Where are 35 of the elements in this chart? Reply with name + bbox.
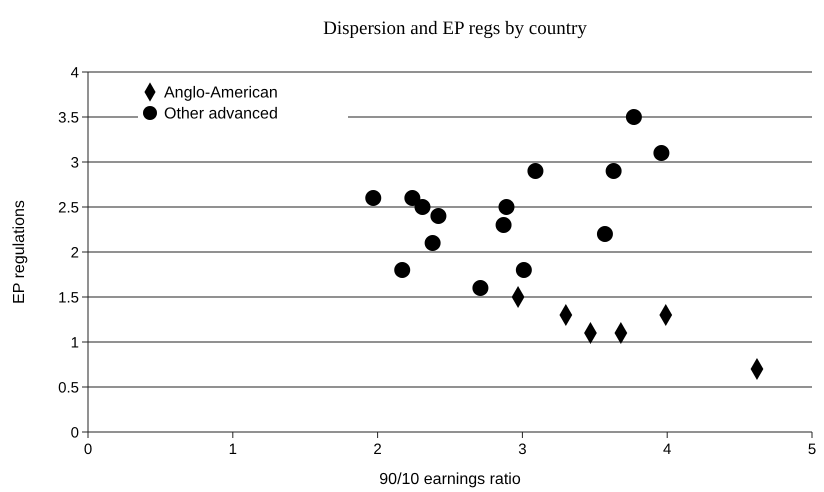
point (653, 145, 670, 161)
point (516, 262, 532, 278)
y-tick-label: 2.5 (58, 199, 79, 216)
legend-label: Anglo-American (164, 84, 278, 102)
point (626, 109, 642, 125)
x-tick-label: 1 (228, 441, 237, 458)
x-tick-label: 0 (84, 441, 92, 458)
point (527, 163, 544, 179)
point (394, 262, 410, 278)
x-tick-label: 5 (808, 441, 816, 458)
chart-title: Dispersion and EP regs by country (323, 18, 588, 39)
x-axis-title: 90/10 earnings ratio (379, 471, 521, 488)
y-tick-label: 3 (70, 154, 79, 172)
y-tick-label: 1 (70, 334, 79, 352)
y-tick-label: 0.5 (58, 379, 79, 396)
point (498, 199, 514, 215)
legend-label: Other advanced (164, 106, 278, 123)
point (430, 208, 446, 224)
y-tick-label: 3.5 (58, 109, 79, 126)
point (424, 235, 441, 251)
point (596, 226, 613, 242)
y-tick-label: 4 (70, 64, 79, 82)
point (414, 199, 430, 215)
point (404, 190, 420, 206)
point (365, 190, 382, 206)
x-tick-label: 2 (373, 441, 382, 458)
point (472, 280, 488, 296)
point (496, 217, 512, 233)
y-axis-title: EP regulations (11, 200, 28, 304)
y-tick-label: 1.5 (58, 289, 79, 306)
x-tick-label: 4 (663, 441, 672, 458)
x-tick-label: 3 (518, 441, 527, 458)
y-tick-label: 2 (70, 244, 79, 262)
y-tick-label: 0 (70, 424, 79, 442)
point (606, 163, 622, 179)
